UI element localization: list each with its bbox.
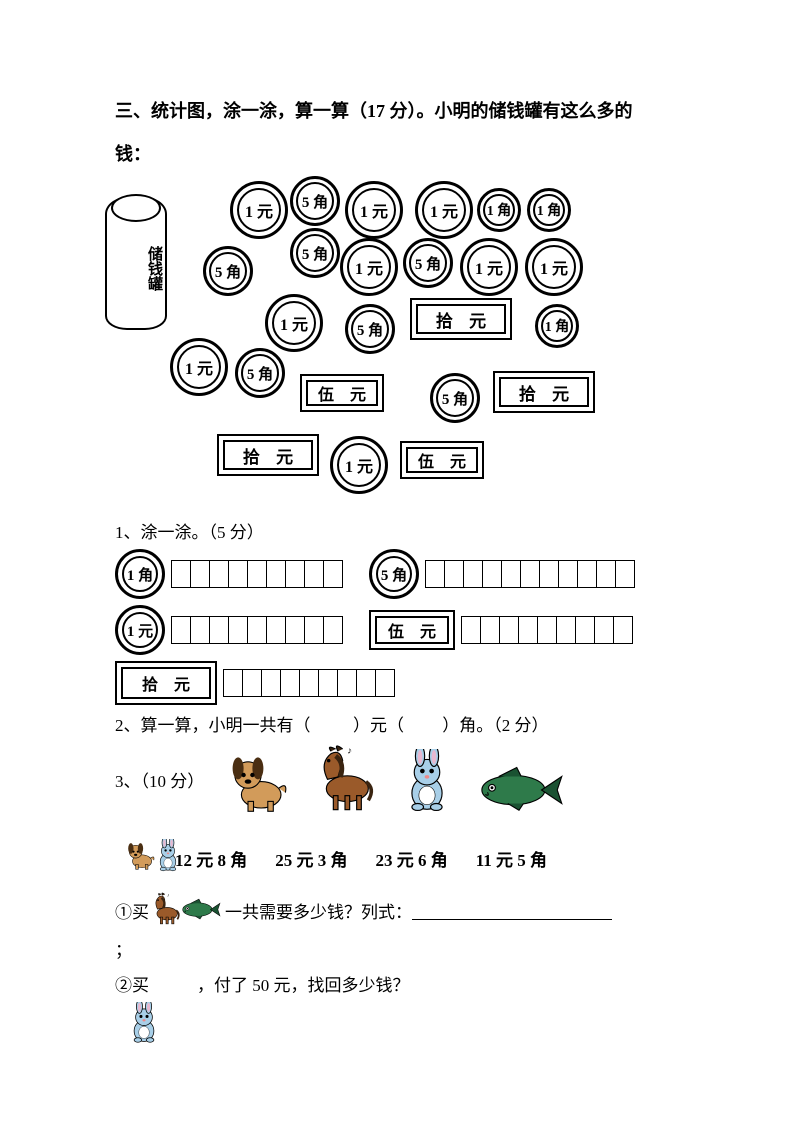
coin-jiao5: 5 角: [203, 246, 253, 296]
horse-icon: ♪: [149, 891, 183, 930]
coin-jiao5: 5 角: [345, 304, 395, 354]
coin-yuan1: 1 元: [330, 436, 388, 494]
note-ten: 拾 元: [493, 371, 595, 413]
note-ten: 拾 元: [217, 434, 319, 476]
coin-jiao5: 5 角: [290, 176, 340, 226]
note-ten: 拾 元: [410, 298, 512, 340]
money-diagram: 储钱罐 1 元5 角1 元1 元1 角1 角5 角5 角1 元5 角1 元1 元…: [115, 176, 675, 516]
fish-icon: [179, 897, 221, 925]
coin-jiao1: 1 角: [535, 304, 579, 348]
coin-jiao5: 5 角: [235, 348, 285, 398]
note-five: 伍 元: [369, 610, 455, 650]
coin-jiao5: 5 角: [430, 373, 480, 423]
question-1-label: 1、涂一涂。（5 分）: [115, 518, 700, 543]
coin-yuan1: 1 元: [525, 238, 583, 296]
coin-yuan1: 1 元: [340, 238, 398, 296]
rabbit-icon: [125, 1002, 700, 1049]
svg-text:♪: ♪: [167, 893, 169, 898]
animals-row: 3、（10 分） ♪: [115, 742, 700, 817]
coin-yuan1: 1 元: [345, 181, 403, 239]
dog-icon: [226, 753, 292, 817]
coin-jiao1: 1 角: [115, 549, 165, 599]
coin-jiao1: 1 角: [527, 188, 571, 232]
tally-boxes[interactable]: [223, 669, 395, 697]
note-five: 伍 元: [400, 441, 484, 479]
price-1: 12 元 8 角: [175, 846, 247, 871]
coin-yuan1: 1 元: [460, 238, 518, 296]
horse-icon: ♪: [310, 742, 380, 817]
coin-jiao5: 5 角: [290, 228, 340, 278]
answer-blank-1[interactable]: [412, 902, 612, 920]
note-ten: 拾 元: [115, 661, 217, 705]
question-3-label: 3、（10 分）: [115, 767, 204, 792]
coin-yuan1: 1 元: [415, 181, 473, 239]
piggy-bank-icon: 储钱罐: [105, 196, 167, 330]
piggy-label: 储钱罐: [107, 228, 165, 308]
tally-boxes[interactable]: [425, 560, 635, 588]
price-2: 25 元 3 角: [275, 846, 347, 871]
coin-yuan1: 1 元: [170, 338, 228, 396]
fish-icon: [474, 763, 564, 818]
tally-area: 1 角 5 角 1 元 伍 元拾 元: [115, 549, 700, 705]
coin-yuan1: 1 元: [230, 181, 288, 239]
coin-jiao5: 5 角: [403, 238, 453, 288]
price-4: 11 元 5 角: [476, 846, 547, 871]
coin-jiao5: 5 角: [369, 549, 419, 599]
tally-boxes[interactable]: [461, 616, 633, 644]
semicolon: ；: [115, 936, 700, 961]
coin-yuan1: 1 元: [265, 294, 323, 352]
sub-question-2: ②买 ，付了 50 元，找回多少钱？: [115, 971, 700, 996]
price-3: 23 元 6 角: [376, 846, 448, 871]
coin-jiao1: 1 角: [477, 188, 521, 232]
rabbit-icon: [398, 749, 456, 818]
question-2: 2、算一算，小明一共有（ ）元（ ）角。（2 分）: [115, 711, 700, 736]
sub-question-1: ①买 ♪ 一共需要多少钱？列式：: [115, 891, 700, 930]
prices-row: 12 元 8 角 25 元 3 角 23 元 6 角 11 元 5 角: [125, 839, 700, 877]
section-heading: 三、统计图，涂一涂，算一算（17 分）。小明的储钱罐有这么多的 钱：: [115, 90, 700, 176]
tally-boxes[interactable]: [171, 560, 343, 588]
svg-text:♪: ♪: [348, 747, 353, 757]
tally-boxes[interactable]: [171, 616, 343, 644]
note-five: 伍 元: [300, 374, 384, 412]
coin-yuan1: 1 元: [115, 605, 165, 655]
